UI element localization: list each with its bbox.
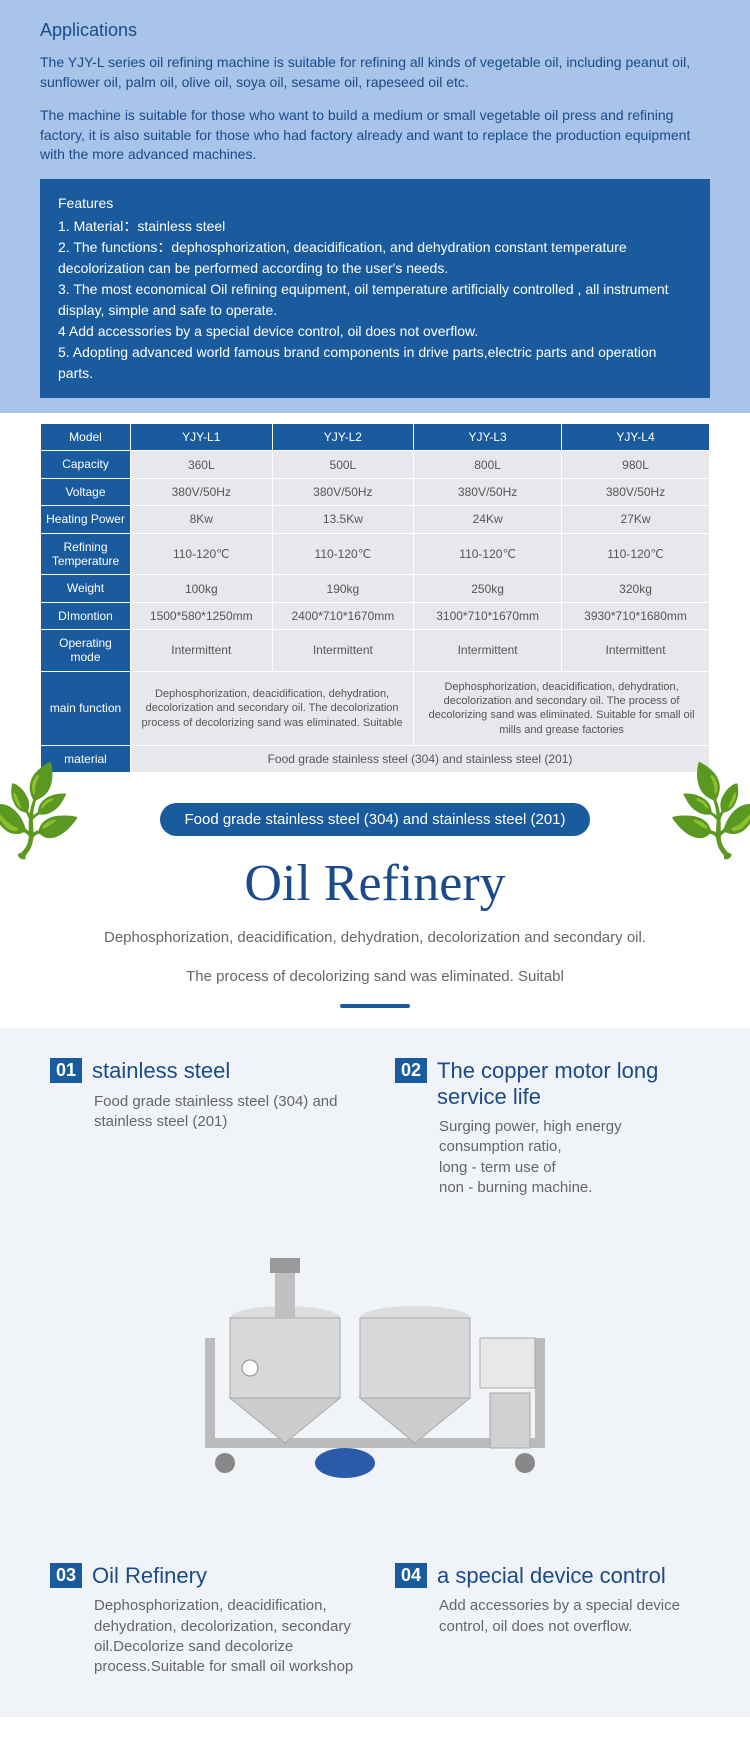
mid-section: 🌿 🌿 Food grade stainless steel (304) and… [0, 773, 750, 1028]
feature-2: 2. The functions：dephosphorization, deac… [58, 237, 692, 279]
volt-1: 380V/50Hz [131, 478, 273, 505]
feature-3: 3. The most economical Oil refining equi… [58, 279, 692, 321]
applications-p1: The YJY-L series oil refining machine is… [40, 53, 710, 92]
applications-p2: The machine is suitable for those who wa… [40, 106, 710, 165]
volt-4: 380V/50Hz [562, 478, 710, 505]
machine-icon [165, 1238, 585, 1518]
feat-02-title: The copper motor long service life [437, 1058, 700, 1109]
model-1: YJY-L1 [131, 423, 273, 450]
wt-1: 100kg [131, 575, 273, 602]
feature-02: 02 The copper motor long service life Su… [395, 1058, 700, 1198]
mode-4: Intermittent [562, 630, 710, 672]
row-voltage: Voltage [41, 478, 131, 505]
row-model: Model [41, 423, 131, 450]
leaf-left-icon: 🌿 [0, 759, 90, 870]
model-2: YJY-L2 [272, 423, 414, 450]
feature-04: 04 a special device control Add accessor… [395, 1563, 700, 1677]
cap-3: 800L [414, 451, 562, 478]
row-temp: Refining Temperature [41, 533, 131, 575]
bottom-section: 01 stainless steel Food grade stainless … [0, 1028, 750, 1717]
num-02: 02 [395, 1058, 427, 1083]
spec-table: Model YJY-L1 YJY-L2 YJY-L3 YJY-L4 Capaci… [40, 423, 710, 773]
feat-03-text: Dephosphorization, deacidification, dehy… [94, 1596, 355, 1677]
cap-2: 500L [272, 451, 414, 478]
temp-4: 110-120℃ [562, 533, 710, 575]
func-1: Dephosphorization, deacidification, dehy… [131, 671, 414, 745]
temp-2: 110-120℃ [272, 533, 414, 575]
row-weight: Weight [41, 575, 131, 602]
volt-3: 380V/50Hz [414, 478, 562, 505]
feat-01-text: Food grade stainless steel (304) and sta… [94, 1092, 355, 1133]
main-title: Oil Refinery [0, 854, 750, 913]
sub-text-1: Dephosphorization, deacidification, dehy… [0, 927, 750, 950]
mode-2: Intermittent [272, 630, 414, 672]
features-box: Features 1. Material：stainless steel 2. … [40, 179, 710, 398]
applications-title: Applications [40, 20, 710, 41]
model-4: YJY-L4 [562, 423, 710, 450]
feat-02-text: Surging power, high energy consumption r… [439, 1117, 700, 1198]
feature-grid-bottom: 03 Oil Refinery Dephosphorization, deaci… [50, 1563, 700, 1677]
row-func: main function [41, 671, 131, 745]
cap-4: 980L [562, 451, 710, 478]
feat-04-text: Add accessories by a special device cont… [439, 1596, 700, 1637]
machine-image [50, 1238, 700, 1523]
wt-3: 250kg [414, 575, 562, 602]
features-title: Features [58, 193, 692, 214]
feature-03: 03 Oil Refinery Dephosphorization, deaci… [50, 1563, 355, 1677]
pow-4: 27Kw [562, 506, 710, 533]
feature-4: 4 Add accessories by a special device co… [58, 321, 692, 342]
temp-3: 110-120℃ [414, 533, 562, 575]
dim-2: 2400*710*1670mm [272, 602, 414, 629]
steel-badge: Food grade stainless steel (304) and sta… [160, 803, 589, 836]
mode-3: Intermittent [414, 630, 562, 672]
temp-1: 110-120℃ [131, 533, 273, 575]
feat-03-title: Oil Refinery [92, 1563, 207, 1588]
pow-3: 24Kw [414, 506, 562, 533]
dim-4: 3930*710*1680mm [562, 602, 710, 629]
feature-1: 1. Material：stainless steel [58, 216, 692, 237]
row-dim: DImontion [41, 602, 131, 629]
wt-4: 320kg [562, 575, 710, 602]
feature-grid-top: 01 stainless steel Food grade stainless … [50, 1058, 700, 1198]
spec-table-wrap: Model YJY-L1 YJY-L2 YJY-L3 YJY-L4 Capaci… [0, 423, 750, 773]
row-mode: Operating mode [41, 630, 131, 672]
pow-1: 8Kw [131, 506, 273, 533]
material-cell: Food grade stainless steel (304) and sta… [131, 746, 710, 773]
volt-2: 380V/50Hz [272, 478, 414, 505]
model-3: YJY-L3 [414, 423, 562, 450]
sub-text-2: The process of decolorizing sand was eli… [0, 966, 750, 989]
func-2: Dephosphorization, deacidification, dehy… [414, 671, 710, 745]
applications-section: Applications The YJY-L series oil refini… [0, 0, 750, 413]
row-power: Heating Power [41, 506, 131, 533]
num-04: 04 [395, 1563, 427, 1588]
num-03: 03 [50, 1563, 82, 1588]
feature-01: 01 stainless steel Food grade stainless … [50, 1058, 355, 1198]
underline-decor [340, 1004, 410, 1008]
feature-5: 5. Adopting advanced world famous brand … [58, 342, 692, 384]
wt-2: 190kg [272, 575, 414, 602]
mode-1: Intermittent [131, 630, 273, 672]
pow-2: 13.5Kw [272, 506, 414, 533]
dim-3: 3100*710*1670mm [414, 602, 562, 629]
leaf-right-icon: 🌿 [660, 759, 750, 870]
row-capacity: Capacity [41, 451, 131, 478]
cap-1: 360L [131, 451, 273, 478]
num-01: 01 [50, 1058, 82, 1083]
feat-01-title: stainless steel [92, 1058, 230, 1083]
feat-04-title: a special device control [437, 1563, 666, 1588]
dim-1: 1500*580*1250mm [131, 602, 273, 629]
